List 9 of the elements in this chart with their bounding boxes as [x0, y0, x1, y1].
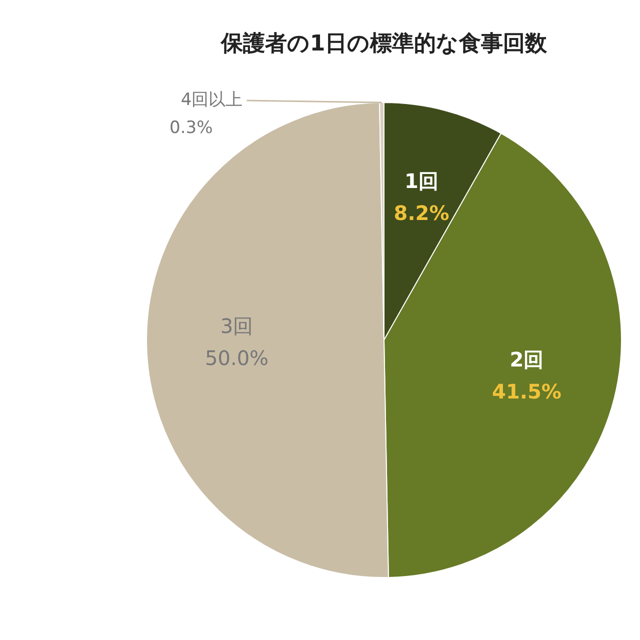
data-label: 41.5% [492, 379, 562, 404]
data-label: 50.0% [205, 346, 269, 370]
chart-title: 保護者の1日の標準的な食事回数 [220, 32, 548, 57]
slice-label: 1回 [404, 168, 438, 193]
slice-label: 2回 [510, 347, 544, 372]
data-label: 8.2% [394, 200, 450, 225]
slice-label: 4回以上 [180, 90, 243, 110]
data-label: 0.3% [170, 118, 213, 138]
slice-label: 3回 [220, 314, 254, 338]
